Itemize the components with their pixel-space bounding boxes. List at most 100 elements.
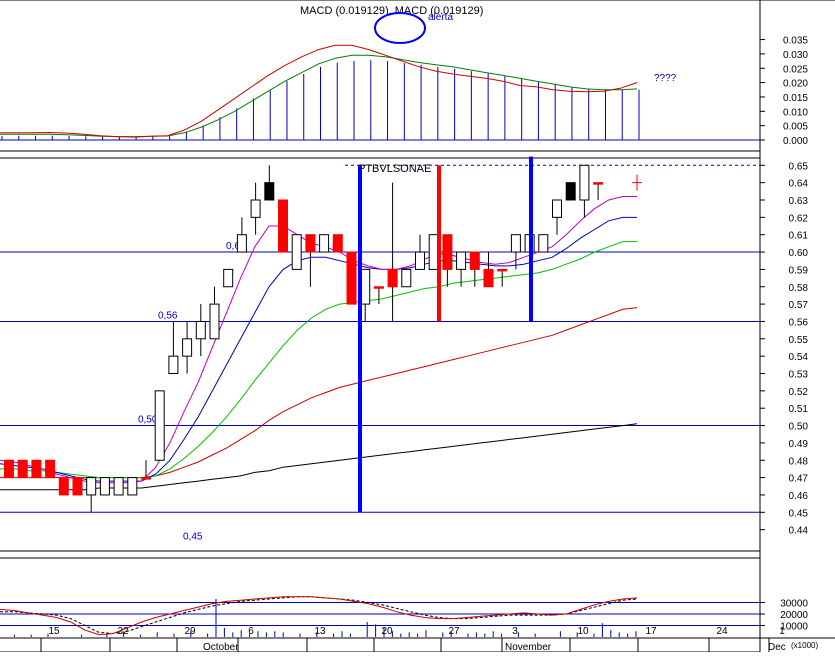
candle [415, 234, 425, 270]
candle [278, 199, 288, 253]
candle-body [86, 477, 97, 496]
x-tick-label: 3 [512, 626, 518, 637]
x-tick-label: 20 [381, 626, 393, 637]
candle-body [510, 234, 521, 253]
candle [195, 304, 206, 357]
candle [31, 459, 42, 479]
candle-body [223, 268, 234, 288]
candle [86, 477, 97, 513]
candle-body [113, 477, 124, 496]
volume-tick-label: 20000 [780, 610, 808, 621]
candle-body [72, 477, 83, 496]
level-label: 0,56 [158, 310, 178, 321]
candle [332, 234, 343, 253]
candle-body [538, 234, 549, 253]
volume-unit-label: (x1000) [791, 641, 818, 650]
alerta-annotation: alerta [428, 12, 453, 23]
candle-body [305, 234, 316, 253]
price-tick-label: 0.44 [789, 526, 809, 537]
volume-tick-label: 30000 [780, 599, 808, 610]
candle-body [360, 268, 371, 305]
price-tick-label: 0.50 [789, 422, 809, 433]
candle [72, 477, 83, 496]
price-tick-label: 0.53 [789, 370, 809, 381]
candle-body [483, 268, 494, 288]
price-tick-label: 0.58 [789, 283, 809, 294]
candle-body [168, 355, 179, 374]
x-tick-label: 13 [314, 626, 326, 637]
price-tick-label: 0.51 [789, 404, 809, 415]
price-tick-label: 0.56 [789, 317, 809, 328]
price-tick-label: 0.60 [789, 248, 809, 259]
candle [565, 182, 576, 201]
candle-body [469, 251, 480, 270]
candle-body [442, 234, 453, 270]
macd-tick-label: 0.035 [783, 36, 808, 47]
stochastic-line [0, 596, 638, 636]
candle [182, 321, 193, 374]
candle-body [250, 199, 261, 218]
price-tick-label: 0.45 [789, 508, 809, 519]
month-label: Dec [768, 642, 786, 652]
candle-body [456, 251, 467, 270]
macd-tick-label: 0.010 [783, 107, 808, 118]
candle-body [17, 459, 28, 479]
candle [428, 234, 439, 270]
candle-body [291, 234, 302, 270]
candle-body [141, 477, 151, 480]
candle-body [45, 459, 56, 479]
candle [360, 268, 371, 322]
macd-tick-label: 0.005 [783, 122, 808, 133]
candle-body [552, 199, 562, 218]
candle-body [99, 477, 110, 496]
candle-body [127, 477, 138, 496]
price-tick-label: 0.54 [789, 352, 809, 363]
level-label: 0,45 [183, 531, 203, 542]
x-tick-label: 24 [716, 626, 728, 637]
question-annotation: ???? [654, 73, 677, 84]
macd-tick-label: 0.000 [783, 136, 808, 147]
price-tick-label: 0.57 [789, 300, 809, 311]
candle-body [373, 286, 384, 289]
candle [4, 459, 14, 479]
candle-body [154, 390, 165, 461]
candle [99, 477, 110, 496]
candle-body [264, 182, 275, 201]
candle [401, 268, 412, 288]
x-tick-label: 1 [779, 626, 785, 637]
x-tick-label: 15 [48, 626, 60, 637]
candle-body [58, 477, 69, 496]
x-tick-label: 10 [577, 626, 589, 637]
candle-body [579, 164, 590, 201]
price-title: PTBVLSONAE [358, 163, 431, 175]
candle-body [195, 320, 206, 340]
candle [45, 459, 56, 479]
axes: 0.65 0.64 0.63 0.62 0.61 0.60 0.59 0.58 0.57 0.56… [40, 36, 809, 653]
candle-body [182, 338, 193, 357]
x-tick-label: 22 [117, 626, 129, 637]
candle-body [319, 234, 330, 253]
candle [113, 477, 124, 496]
macd-tick-label: 0.015 [783, 93, 808, 104]
candle [305, 234, 316, 287]
price-tick-label: 0.55 [789, 335, 809, 346]
candle [291, 234, 302, 270]
price-tick-label: 0.61 [789, 231, 809, 242]
x-tick-label: 17 [645, 626, 657, 637]
candle [538, 234, 549, 253]
ma-red-line [0, 307, 638, 479]
candle-body [346, 251, 357, 305]
level-label: 0,50 [138, 415, 158, 426]
ma-blue-line [0, 216, 637, 482]
candle-body [236, 234, 247, 253]
candle [497, 268, 508, 287]
candle [168, 321, 179, 374]
candle [58, 477, 69, 496]
candle [483, 252, 494, 288]
candle [319, 234, 330, 253]
macd-panel [0, 44, 760, 141]
candle [510, 234, 521, 270]
candle [127, 477, 138, 496]
x-tick-label: 6 [248, 626, 254, 637]
